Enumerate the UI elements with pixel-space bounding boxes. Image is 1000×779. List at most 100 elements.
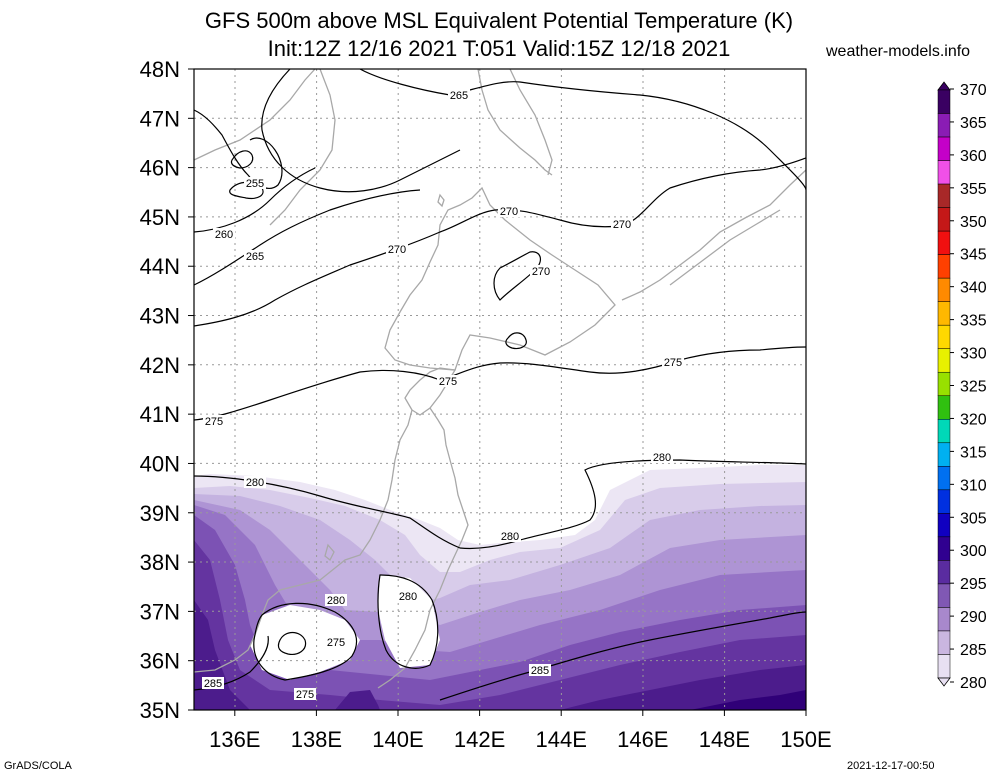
- colorbar-label: 330: [960, 346, 987, 363]
- lat-tick-label: 47N: [140, 106, 180, 131]
- contour-label: 275: [437, 375, 459, 388]
- contour-label: 265: [244, 250, 266, 263]
- svg-text:270: 270: [500, 206, 518, 218]
- contour-label: 260: [213, 228, 235, 241]
- colorbar-label: 340: [960, 280, 987, 297]
- colorbar-label: 370: [960, 82, 987, 99]
- contour-label: 280: [397, 590, 419, 603]
- colorbar-swatch: [937, 395, 951, 420]
- colorbar-swatch: [937, 630, 951, 655]
- contour-label: 285: [202, 677, 224, 690]
- svg-text:255: 255: [246, 178, 264, 190]
- footer-software: GrADS/COLA: [4, 760, 72, 772]
- contour-label: 270: [611, 218, 633, 231]
- contour-label: 280: [651, 451, 673, 464]
- contour-label: 280: [499, 530, 521, 543]
- colorbar-label: 345: [960, 247, 987, 264]
- svg-text:285: 285: [204, 678, 222, 690]
- colorbar-swatch: [937, 230, 951, 255]
- colorbar-swatch: [937, 207, 951, 232]
- colorbar-swatch: [937, 583, 951, 608]
- contour-label: 275: [662, 356, 684, 369]
- colorbar-swatch: [937, 654, 951, 679]
- chart-subtitle: Init:12Z 12/16 2021 T:051 Valid:15Z 12/1…: [267, 36, 731, 61]
- contour-label: 265: [448, 89, 470, 102]
- colorbar-swatch: [937, 183, 951, 208]
- shaded-theta-e: [194, 465, 806, 710]
- colorbar-swatch: [937, 254, 951, 279]
- svg-text:280: 280: [501, 531, 519, 543]
- colorbar-label: 295: [960, 576, 987, 593]
- lon-tick-label: 138E: [291, 727, 342, 752]
- lat-tick-label: 37N: [140, 599, 180, 624]
- colorbar-swatch: [937, 607, 951, 632]
- colorbar-swatch: [937, 324, 951, 349]
- colorbar-swatch: [937, 513, 951, 538]
- plot-frame: [193, 68, 807, 711]
- colorbar-swatch: [937, 419, 951, 444]
- contour-label: 270: [386, 243, 408, 256]
- svg-text:280: 280: [327, 595, 345, 607]
- footer-timestamp: 2021-12-17-00:50: [847, 760, 935, 772]
- lat-tick-label: 42N: [140, 353, 180, 378]
- lon-axis: 136E 138E 140E 142E 144E 146E 148E 150E: [209, 710, 832, 752]
- colorbar-swatch: [937, 560, 951, 585]
- colorbar-label: 350: [960, 214, 987, 231]
- lat-tick-label: 46N: [140, 156, 180, 181]
- colorbar-label: 315: [960, 444, 987, 461]
- svg-text:270: 270: [532, 266, 550, 278]
- site-credit: weather-models.info: [826, 43, 971, 60]
- lat-tick-label: 38N: [140, 550, 180, 575]
- colorbar-label: 305: [960, 510, 987, 527]
- lat-tick-label: 36N: [140, 649, 180, 674]
- svg-text:280: 280: [653, 452, 671, 464]
- svg-text:265: 265: [450, 90, 468, 102]
- colorbar-swatch: [937, 136, 951, 161]
- svg-text:270: 270: [613, 219, 631, 231]
- colorbar-label: 280: [960, 675, 987, 692]
- svg-text:275: 275: [296, 689, 314, 701]
- colorbar-label: 360: [960, 148, 987, 165]
- lon-tick-label: 136E: [209, 727, 260, 752]
- colorbar-label: 300: [960, 543, 987, 560]
- colorbar-swatch: [937, 301, 951, 326]
- colorbar-swatch: [937, 160, 951, 185]
- lon-tick-label: 140E: [372, 727, 423, 752]
- colorbar-swatch: [937, 466, 951, 491]
- lat-tick-label: 44N: [140, 254, 180, 279]
- lon-tick-label: 144E: [536, 727, 587, 752]
- colorbar-swatch: [937, 348, 951, 373]
- contour-label: 280: [325, 594, 347, 607]
- colorbar-label: 335: [960, 313, 987, 330]
- svg-text:285: 285: [531, 665, 549, 677]
- colorbar-label: 290: [960, 609, 987, 626]
- colorbar-label: 355: [960, 181, 987, 198]
- lat-tick-label: 48N: [140, 57, 180, 82]
- svg-text:275: 275: [664, 357, 682, 369]
- colorbar-label: 310: [960, 477, 987, 494]
- contour-label: 280: [244, 476, 266, 489]
- lat-axis: 48N 47N 46N 45N 44N 43N 42N 41N 40N 39N 38N 37N 36N 3…: [140, 57, 194, 723]
- contour-labels: 265 255 260 265 270 270 270 270 275 275 …: [202, 89, 684, 701]
- contour-label: 275: [294, 688, 316, 701]
- colorbar: 370 365 360 355 350 345 340 335 330 325 320 315 310 3…: [937, 81, 987, 692]
- contour-label: 285: [529, 664, 551, 677]
- lon-tick-label: 146E: [617, 727, 668, 752]
- svg-text:280: 280: [246, 477, 264, 489]
- lat-tick-label: 41N: [140, 402, 180, 427]
- colorbar-swatch: [937, 113, 951, 138]
- colorbar-swatch: [937, 536, 951, 561]
- contour-label: 270: [530, 265, 552, 278]
- svg-text:275: 275: [205, 416, 223, 428]
- colorbar-label: 325: [960, 379, 987, 396]
- coastlines: [194, 69, 806, 689]
- lat-tick-label: 35N: [140, 698, 180, 723]
- colorbar-label: 285: [960, 642, 987, 659]
- chart-title: GFS 500m above MSL Equivalent Potential …: [204, 8, 794, 33]
- colorbar-label: 320: [960, 411, 987, 428]
- colorbar-swatch: [937, 371, 951, 397]
- contour-label: 255: [244, 177, 266, 190]
- colorbar-swatch: [937, 489, 951, 514]
- lat-tick-label: 40N: [140, 451, 180, 476]
